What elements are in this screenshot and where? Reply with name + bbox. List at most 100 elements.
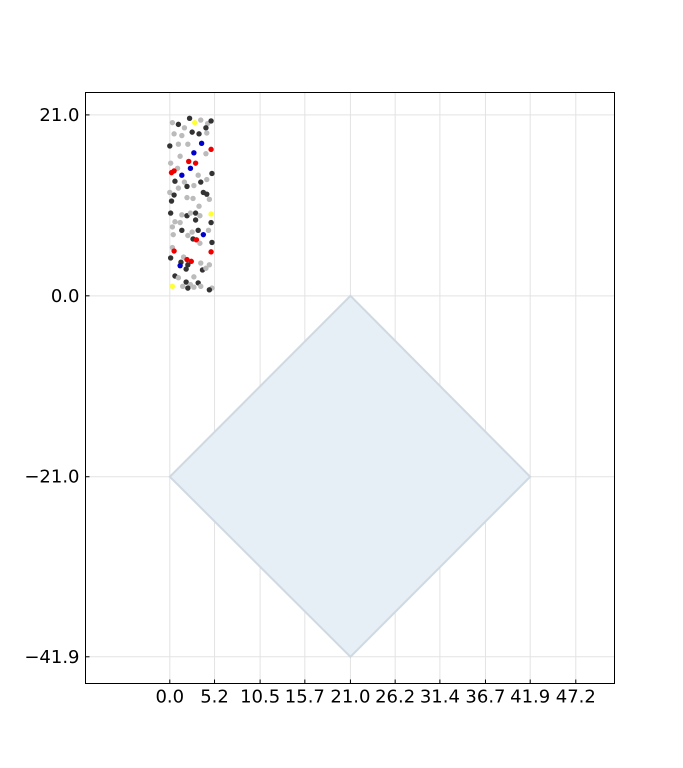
atom-point-light [177,219,183,226]
atom-point-light [171,131,177,137]
atom-point-light [167,189,173,196]
atom-point-light [184,194,190,201]
atom-point-blue [187,165,194,172]
atom-point-light [197,212,203,219]
atom-point-dark [203,125,209,131]
atom-point-light [187,210,194,216]
atom-point-yellow [192,119,198,126]
atom-point-dark [167,210,174,216]
atom-point-light [205,227,212,234]
atom-point-dark [186,115,193,122]
atom-point-dark [172,178,178,184]
x-axis-ticks: 0.0 5.2 10.5 15.7 21.0 26.2 31.4 36.7 41.9 47.2 [155,679,596,708]
atom-point-dark [196,131,202,137]
atom-point-dark [168,198,175,204]
atom-point-red [188,258,194,265]
atom-point-dark [209,170,215,177]
atom-point-light [179,212,185,218]
atom-point-light [181,179,188,185]
atom-point-dark [206,287,213,293]
atom-point-dark [175,121,182,128]
atom-point-dark [195,227,201,234]
atom-point-yellow [169,283,176,290]
atom-point-dark [171,192,177,198]
atom-point-blue [198,140,205,147]
atom-point-light [195,172,201,178]
atom-point-blue [200,231,207,238]
atom-point-blue [177,262,183,269]
atom-point-red [184,256,190,263]
atom-point-light [179,132,185,139]
atom-point-light [190,195,196,202]
atom-point-red [192,160,199,166]
atom-point-red [208,146,214,153]
y-tick-label: 21.0 [39,105,79,126]
atom-point-light [185,232,191,239]
y-tick-label: −21.0 [24,467,79,488]
atom-point-dark [192,210,199,216]
atom-point-dark [208,118,214,124]
atom-point-light [204,130,210,136]
atom-point-dark [185,262,191,268]
atom-point-light [172,219,178,225]
atom-point-light [198,117,204,123]
atom-point-dark [185,285,191,291]
atom-point-dark [189,129,195,135]
y-axis-ticks: 21.0 0.0 −21.0 −41.9 [24,105,90,668]
atom-point-light [167,160,174,166]
atom-point-light [206,196,213,203]
atom-point-dark [179,227,185,234]
atom-point-light [191,284,197,290]
atom-point-light [169,119,176,126]
atom-point-light [175,275,182,281]
atom-point-dark [184,183,190,190]
atom-point-blue [179,172,185,178]
atom-point-dark [204,191,210,197]
atom-point-yellow [208,211,214,217]
atom-point-dark [192,217,199,223]
atom-point-light [203,265,209,271]
atom-point-light [169,224,176,230]
x-tick-label: 5.2 [200,687,229,708]
atom-point-light [177,153,183,159]
atom-point-light [170,231,176,238]
x-tick-label: 21.0 [330,687,370,708]
atom-point-light [191,182,197,189]
atom-point-light [185,141,191,147]
x-tick-label: 0.0 [155,687,184,708]
atom-point-light [197,240,203,246]
atom-point-dark [198,179,204,185]
atom-points [167,115,215,293]
x-tick-label: 36.7 [465,687,505,708]
atom-point-red [186,158,192,165]
atom-point-light [189,229,195,235]
atom-point-dark [208,219,214,226]
x-tick-label: 31.4 [420,687,460,708]
atom-point-dark [167,255,174,261]
atom-point-light [196,203,202,209]
atom-point-dark [167,143,173,149]
atom-point-dark [183,279,189,285]
atom-point-dark [209,239,215,246]
atom-point-red [171,248,177,254]
atom-point-light [181,125,188,131]
atom-point-red [193,237,200,243]
x-tick-label: 26.2 [375,687,415,708]
x-tick-label: 47.2 [556,687,596,708]
atom-point-light [206,262,213,268]
atom-point-blue [191,150,197,156]
atom-point-light [203,150,209,157]
atom-point-light [198,260,204,266]
x-tick-label: 41.9 [510,687,550,708]
y-tick-label: −41.9 [24,647,79,668]
atom-point-light [191,274,197,280]
x-tick-label: 10.5 [240,687,280,708]
atom-point-light [198,283,204,290]
atom-point-light [175,141,182,147]
atom-point-light [175,185,182,191]
y-tick-label: 0.0 [51,286,80,307]
atom-point-red [168,169,175,176]
atom-point-light [179,283,186,290]
atom-point-light [204,176,210,183]
